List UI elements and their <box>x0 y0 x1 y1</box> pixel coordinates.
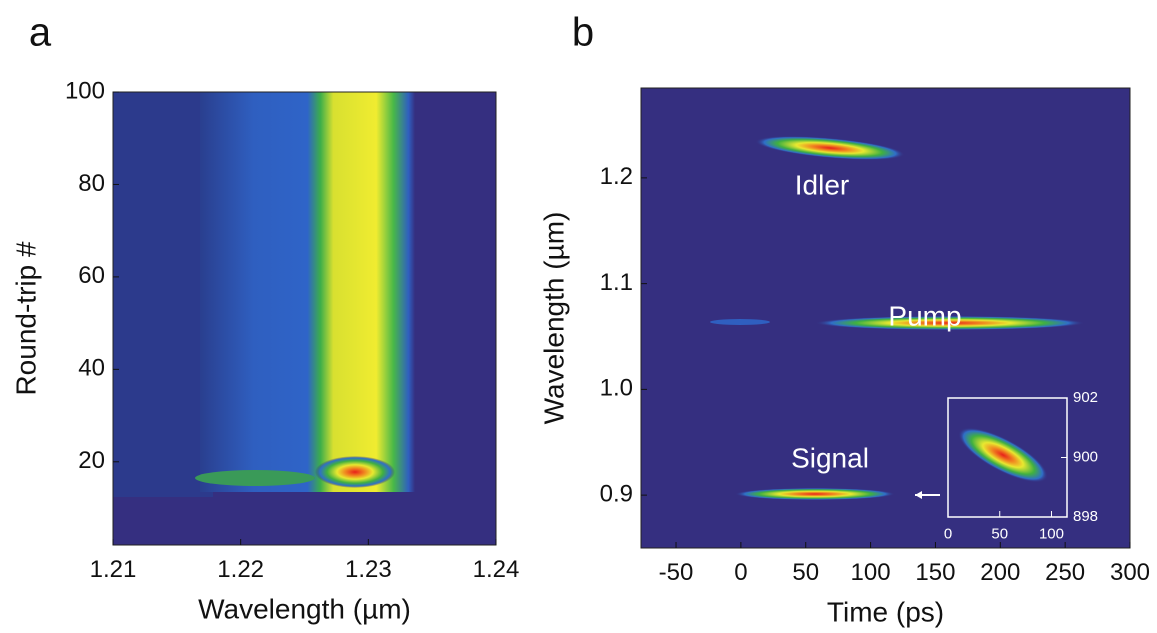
x-tick-label: 200 <box>980 559 1020 586</box>
y-tick-label: 1.0 <box>600 375 633 402</box>
panel-label: b <box>572 11 594 55</box>
x-tick-label: 0 <box>944 525 952 542</box>
y-tick-label: 902 <box>1073 389 1098 406</box>
x-tick-label: 100 <box>1039 525 1064 542</box>
y-tick-label: 0.9 <box>600 480 633 507</box>
y-tick-label: 40 <box>78 355 105 382</box>
x-tick-label: 300 <box>1110 559 1150 586</box>
plot-frame <box>112 91 497 546</box>
x-tick-label: 1.24 <box>473 556 520 583</box>
x-tick-label: 0 <box>734 559 747 586</box>
y-tick-label: 898 <box>1073 508 1098 525</box>
y-tick-label: 20 <box>78 447 105 474</box>
y-tick-label: 80 <box>78 170 105 197</box>
x-axis-label: Time (ps) <box>827 596 944 627</box>
heatmap-b <box>641 88 1130 548</box>
y-tick-label: 1.1 <box>600 269 633 296</box>
x-axis-label: Wavelength (µm) <box>198 593 411 624</box>
x-tick-label: 50 <box>991 525 1008 542</box>
x-tick-label: 1.22 <box>217 556 264 583</box>
x-tick-label: 50 <box>792 559 819 586</box>
heatmap-a <box>113 92 496 545</box>
annotation: Signal <box>791 442 869 473</box>
y-tick-label: 100 <box>65 77 105 104</box>
x-tick-label: 100 <box>851 559 891 586</box>
x-tick-label: 1.23 <box>345 556 392 583</box>
y-tick-label: 900 <box>1073 448 1098 465</box>
y-axis-label: Wavelength (µm) <box>538 212 569 425</box>
plot-frame <box>640 87 1131 549</box>
x-tick-label: 250 <box>1045 559 1085 586</box>
panel-label: a <box>29 11 52 55</box>
x-tick-label: -50 <box>659 559 694 586</box>
annotation: Idler <box>795 169 849 200</box>
y-axis-label: Round-trip # <box>10 241 41 396</box>
x-tick-label: 150 <box>915 559 955 586</box>
y-tick-label: 1.2 <box>600 163 633 190</box>
y-tick-label: 60 <box>78 262 105 289</box>
x-tick-label: 1.21 <box>90 556 137 583</box>
annotation: Pump <box>888 300 961 331</box>
